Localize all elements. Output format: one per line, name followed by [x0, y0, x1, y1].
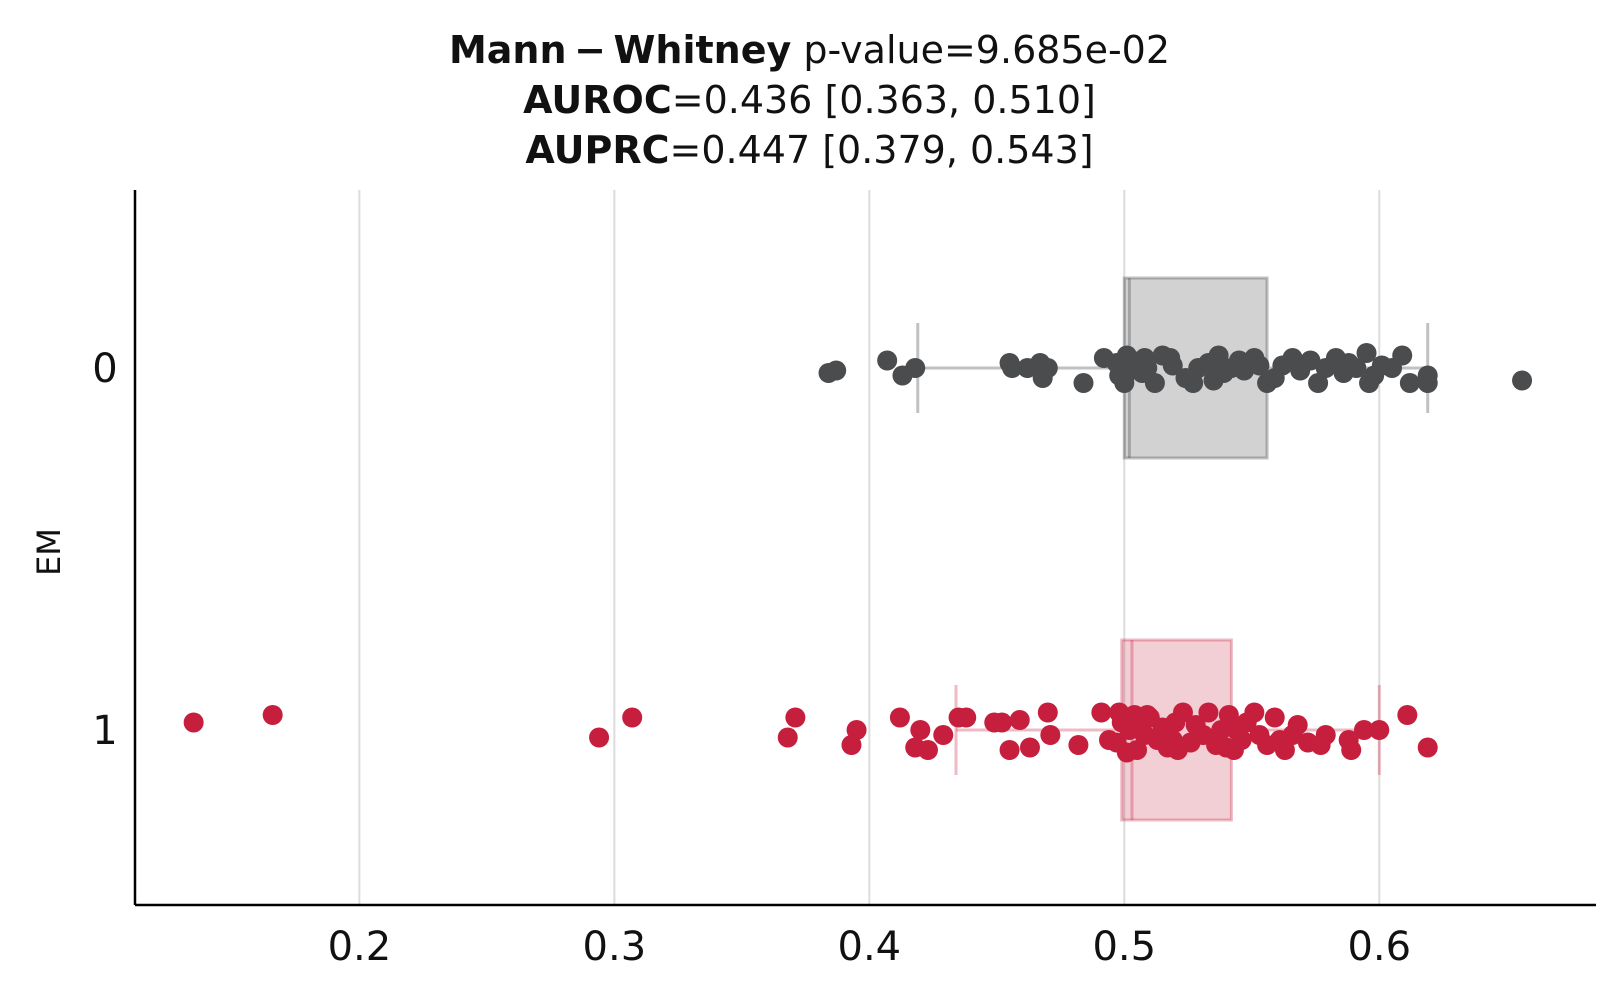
data-point — [1308, 373, 1329, 393]
chart-title-line-3: AUPRC=0.447 [0.379, 0.543] — [0, 126, 1619, 174]
data-point — [1162, 355, 1183, 376]
x-tick-label: 0.6 — [1347, 924, 1411, 970]
data-point — [1417, 737, 1438, 758]
data-point — [1346, 358, 1367, 378]
data-point — [1208, 345, 1229, 366]
data-point — [1353, 720, 1374, 740]
data-point — [1009, 710, 1030, 730]
data-point — [826, 360, 847, 381]
data-point — [905, 358, 926, 378]
data-point — [1109, 365, 1130, 386]
data-point — [1218, 705, 1239, 725]
data-point — [877, 350, 898, 371]
x-tick-label: 0.2 — [328, 924, 392, 970]
auroc-label: AUROC — [523, 78, 672, 122]
data-point — [1397, 705, 1418, 725]
data-point — [1037, 702, 1058, 723]
data-point — [1399, 373, 1420, 393]
data-point — [1073, 373, 1094, 393]
data-point — [1198, 702, 1219, 723]
y-axis-label: EM — [30, 528, 68, 576]
data-point — [1300, 350, 1321, 371]
data-point — [1264, 707, 1285, 728]
data-point — [1137, 705, 1158, 725]
data-point — [889, 707, 910, 728]
data-point — [1183, 373, 1204, 393]
data-point — [910, 720, 931, 740]
data-point — [1002, 358, 1023, 378]
x-tick-label: 0.4 — [838, 924, 902, 970]
chart-title-line-2: AUROC=0.436 [0.363, 0.510] — [0, 76, 1619, 124]
data-point — [1512, 370, 1533, 391]
data-point — [1223, 740, 1244, 760]
data-point — [1287, 715, 1308, 735]
test-name: Mann − Whitney — [448, 28, 792, 72]
data-point — [1356, 343, 1377, 363]
x-tick-label: 0.3 — [583, 924, 647, 970]
data-point — [917, 740, 938, 760]
data-point — [1359, 373, 1380, 393]
data-point — [1091, 702, 1112, 723]
data-point — [1032, 368, 1053, 388]
p-value-text: p-value=9.685e-02 — [791, 28, 1171, 72]
data-point — [1172, 702, 1193, 723]
auprc-value-text: =0.447 [0.379, 0.543] — [669, 128, 1094, 172]
data-point — [262, 705, 283, 725]
data-point — [589, 727, 610, 748]
data-point — [1249, 355, 1270, 376]
data-point — [785, 707, 806, 728]
data-point — [1144, 373, 1165, 393]
data-point — [622, 707, 643, 728]
y-tick-label: 0 — [92, 346, 117, 392]
data-point — [956, 707, 977, 728]
data-point — [846, 720, 867, 740]
data-point — [933, 725, 954, 745]
data-point — [1127, 740, 1148, 760]
x-tick-label: 0.5 — [1092, 924, 1156, 970]
data-point — [841, 735, 862, 755]
data-point — [1341, 740, 1362, 760]
data-point — [1167, 740, 1188, 760]
data-point — [1019, 737, 1040, 758]
data-point — [1392, 345, 1413, 366]
data-point — [1068, 735, 1089, 755]
data-point — [1274, 740, 1295, 760]
data-point — [1114, 710, 1135, 730]
data-point — [1369, 720, 1390, 740]
data-point — [777, 727, 798, 748]
data-point — [999, 740, 1020, 760]
auprc-label: AUPRC — [525, 128, 670, 172]
data-point — [991, 712, 1012, 733]
data-point — [1244, 702, 1265, 723]
chart-title-line-1: Mann − Whitney p-value=9.685e-02 — [0, 26, 1619, 74]
data-point — [1137, 358, 1158, 378]
auroc-value-text: =0.436 [0.363, 0.510] — [671, 78, 1096, 122]
data-point — [1040, 725, 1061, 745]
data-point — [1417, 373, 1438, 393]
y-tick-label: 1 — [92, 708, 117, 754]
data-point — [183, 712, 204, 733]
data-point — [1211, 720, 1232, 740]
data-point — [1315, 725, 1336, 745]
